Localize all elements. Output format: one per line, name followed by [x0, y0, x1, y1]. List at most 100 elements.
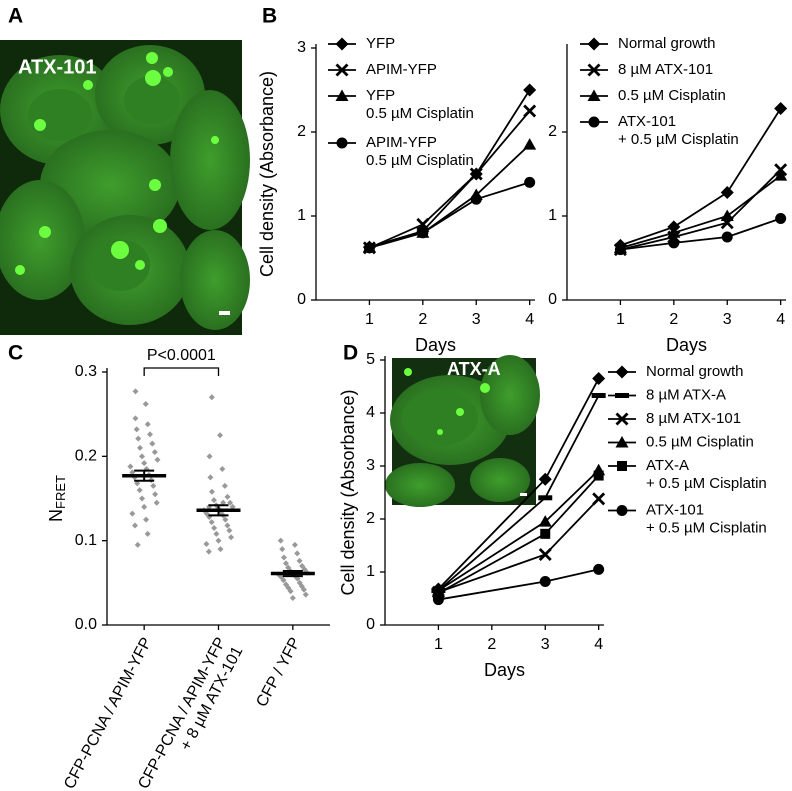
data-point [141, 503, 148, 510]
marker [470, 193, 482, 205]
y-tick-label: 1 [366, 563, 375, 580]
y-axis-label: Cell density (Absorbance) [338, 389, 358, 595]
data-point [221, 482, 228, 489]
legend-label: ATX-101 + 0.5 µM Cisplatin [618, 113, 739, 148]
data-point [229, 503, 236, 510]
data-point [208, 394, 215, 401]
x-tick-label: 2 [669, 311, 678, 328]
data-point [289, 595, 296, 602]
data-point [210, 497, 217, 504]
legend-marker [336, 137, 348, 149]
y-tick-label: 0.1 [75, 532, 97, 549]
legend-marker [615, 436, 629, 448]
legend-marker [335, 37, 349, 51]
x-tick-label: 3 [472, 311, 481, 328]
legend-label: YFP [366, 35, 395, 52]
data-point [127, 463, 134, 470]
y-tick-label: 4 [366, 404, 375, 421]
error-bar [282, 570, 303, 578]
legend-label: ATX-A + 0.5 µM Cisplatin [646, 457, 767, 492]
marker [775, 213, 787, 225]
x-tick-label: CFP-PCNA / APIM-YFP [61, 635, 155, 791]
data-point [291, 541, 298, 548]
marker [538, 515, 552, 527]
image-label: ATX-101 [18, 56, 97, 78]
series-line [369, 181, 530, 249]
x-tick-label: 4 [525, 311, 534, 328]
microscopy-image [0, 40, 250, 335]
legend-marker [335, 89, 349, 101]
marker [523, 138, 537, 150]
x-tick-label: 4 [594, 636, 603, 653]
y-tick-label: 0.3 [75, 363, 97, 380]
data-point [132, 415, 139, 422]
marker [538, 548, 552, 561]
y-tick-label: 0.2 [75, 448, 97, 465]
data-point [282, 560, 289, 567]
data-point [205, 548, 212, 555]
marker [592, 492, 606, 506]
legend-marker [615, 365, 629, 379]
data-point [217, 546, 224, 553]
y-tick-label: 0.0 [75, 616, 97, 633]
data-point [287, 588, 294, 595]
data-point [136, 487, 143, 494]
y-axis-label: NFRET [46, 475, 69, 522]
data-point [217, 432, 224, 439]
data-point [150, 482, 157, 489]
data-point [228, 534, 235, 541]
data-point [215, 537, 222, 544]
data-point [277, 537, 284, 544]
legend-label: Normal growth [646, 363, 744, 380]
series-line [369, 110, 531, 249]
marker [523, 83, 537, 97]
x-tick-label: 1 [365, 311, 374, 328]
legend-label: APIM-YFP 0.5 µM Cisplatin [366, 134, 474, 169]
marker [538, 472, 552, 486]
data-point [219, 465, 226, 472]
data-point [142, 401, 149, 408]
data-point [280, 554, 287, 561]
legend-label: 8 µM ATX-101 [618, 61, 713, 78]
y-axis-label-main: N [46, 509, 66, 522]
x-axis-label: Days [415, 335, 456, 355]
image-label: ATX-A [447, 359, 501, 379]
data-point [144, 530, 151, 537]
data-point [302, 591, 309, 598]
significance-bracket [143, 367, 220, 376]
panel-label: A [8, 5, 23, 28]
y-tick-label: 2 [548, 123, 557, 140]
marker [593, 563, 605, 575]
data-point [152, 491, 159, 498]
data-point [139, 495, 146, 502]
panel-label: D [343, 342, 358, 365]
x-tick-label: 2 [487, 636, 496, 653]
data-point [132, 388, 139, 395]
legend-marker [615, 393, 629, 398]
legend-label: 8 µM ATX-101 [646, 410, 741, 427]
data-point [224, 522, 231, 529]
data-point [134, 541, 141, 548]
x-tick-label: 2 [418, 311, 427, 328]
data-point [211, 525, 218, 532]
data-point [149, 440, 156, 447]
data-point [227, 499, 234, 506]
x-tick-label: 3 [541, 636, 550, 653]
data-point [154, 456, 161, 463]
marker [523, 104, 537, 118]
data-point [226, 527, 233, 534]
data-point [208, 488, 215, 495]
marker [591, 393, 606, 399]
y-tick-label: 3 [366, 457, 375, 474]
marker [667, 226, 681, 238]
data-point [131, 522, 138, 529]
x-axis-label: Days [484, 660, 525, 680]
inset-image [385, 355, 540, 507]
x-axis-label: Days [666, 335, 707, 355]
x-tick-label: 3 [723, 311, 732, 328]
x-tick-label: 1 [616, 311, 625, 328]
marker [417, 227, 429, 239]
legend-marker [587, 37, 601, 51]
marker [524, 176, 536, 188]
